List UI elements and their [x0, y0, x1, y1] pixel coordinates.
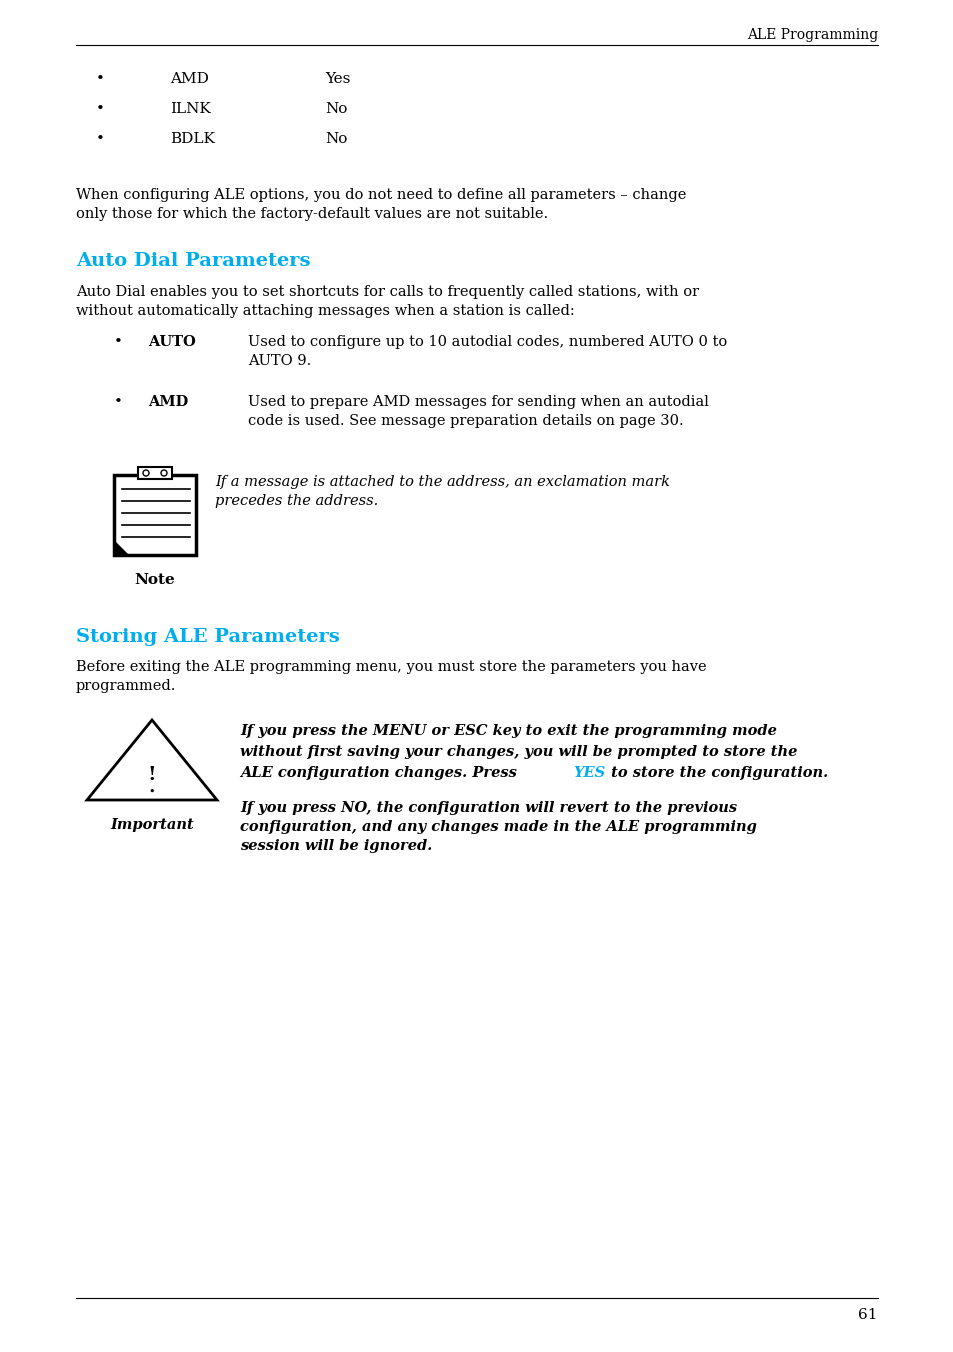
Polygon shape — [113, 541, 128, 556]
Text: If you press the MENU or ESC key to exit the programming mode: If you press the MENU or ESC key to exit… — [240, 725, 776, 738]
Text: AMD: AMD — [148, 395, 188, 410]
Text: •: • — [149, 787, 155, 796]
Circle shape — [161, 470, 167, 476]
Text: to store the configuration.: to store the configuration. — [605, 767, 827, 780]
Polygon shape — [87, 721, 216, 800]
Text: Before exiting the ALE programming menu, you must store the parameters you have
: Before exiting the ALE programming menu,… — [76, 660, 706, 694]
Text: !: ! — [148, 767, 156, 784]
Text: ILNK: ILNK — [170, 101, 211, 116]
Text: 61: 61 — [858, 1307, 877, 1322]
Text: No: No — [325, 101, 347, 116]
Text: •: • — [95, 101, 104, 116]
Text: ALE Programming: ALE Programming — [746, 28, 877, 42]
Bar — [113, 475, 195, 556]
Text: •: • — [95, 72, 104, 87]
Text: •: • — [113, 395, 122, 410]
Text: Used to prepare AMD messages for sending when an autodial
code is used. See mess: Used to prepare AMD messages for sending… — [248, 395, 708, 429]
Text: •: • — [95, 132, 104, 146]
Text: ALE configuration changes. Press: ALE configuration changes. Press — [240, 767, 521, 780]
Text: •: • — [113, 335, 122, 349]
Bar — [138, 466, 172, 479]
Text: Yes: Yes — [325, 72, 350, 87]
Text: Auto Dial enables you to set shortcuts for calls to frequently called stations, : Auto Dial enables you to set shortcuts f… — [76, 285, 699, 318]
Text: If you press NO, the configuration will revert to the previous
configuration, an: If you press NO, the configuration will … — [240, 800, 756, 853]
Text: AMD: AMD — [170, 72, 209, 87]
Text: Important: Important — [110, 818, 193, 831]
Text: If a message is attached to the address, an exclamation mark
precedes the addres: If a message is attached to the address,… — [214, 475, 669, 508]
Text: YES: YES — [573, 767, 604, 780]
Text: BDLK: BDLK — [170, 132, 214, 146]
Text: Used to configure up to 10 autodial codes, numbered AUTO 0 to
AUTO 9.: Used to configure up to 10 autodial code… — [248, 335, 726, 368]
Text: without first saving your changes, you will be prompted to store the: without first saving your changes, you w… — [240, 745, 797, 758]
Text: When configuring ALE options, you do not need to define all parameters – change
: When configuring ALE options, you do not… — [76, 188, 685, 220]
Text: Note: Note — [134, 573, 175, 587]
Text: AUTO: AUTO — [148, 335, 195, 349]
Text: Storing ALE Parameters: Storing ALE Parameters — [76, 627, 339, 646]
Text: Auto Dial Parameters: Auto Dial Parameters — [76, 251, 310, 270]
Circle shape — [143, 470, 149, 476]
Text: No: No — [325, 132, 347, 146]
